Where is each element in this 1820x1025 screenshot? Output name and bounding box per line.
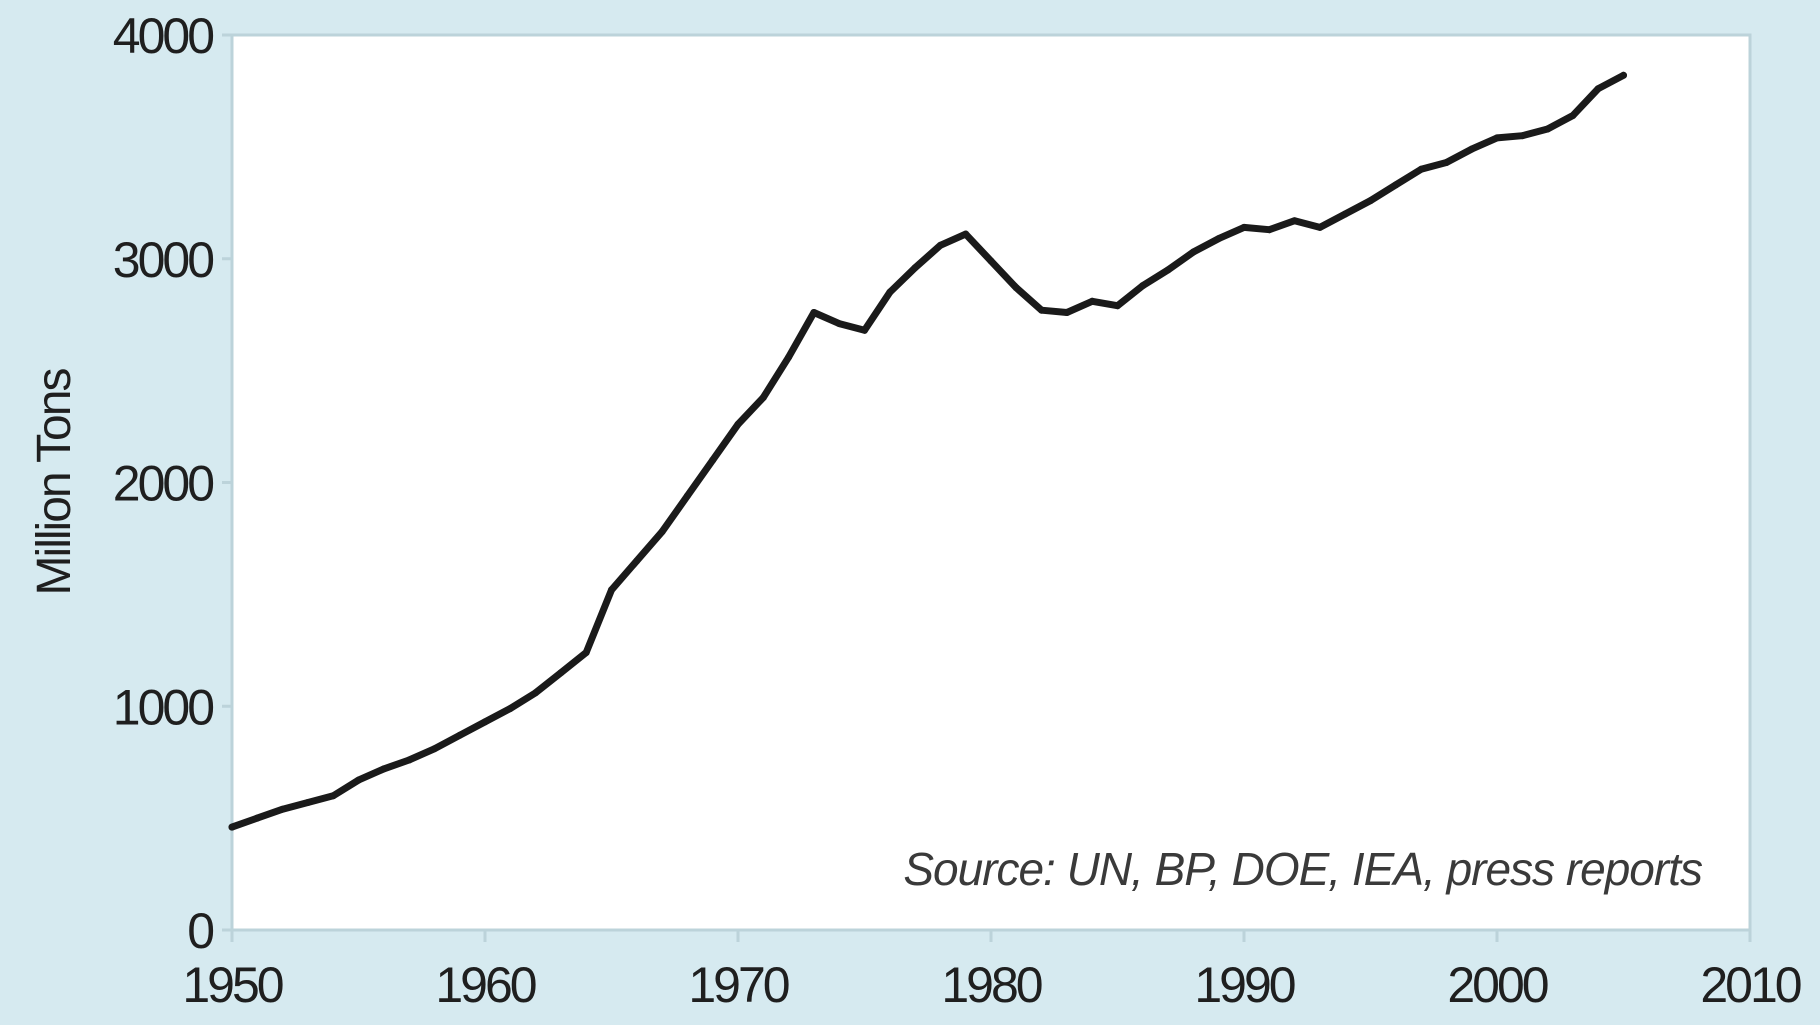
x-tick-label: 1960 — [435, 957, 535, 1013]
data-point — [532, 689, 540, 697]
data-point — [785, 353, 793, 361]
data-point — [1518, 132, 1526, 140]
data-point — [506, 705, 514, 712]
data-point — [835, 320, 843, 328]
x-tick-label: 1980 — [941, 957, 1041, 1013]
data-point — [1038, 306, 1046, 314]
data-point — [228, 823, 236, 831]
data-point — [1544, 125, 1552, 133]
data-point — [1569, 112, 1577, 119]
y-tick-label: 4000 — [113, 8, 213, 64]
y-axis-label: Million Tons — [28, 369, 81, 596]
data-point — [1265, 226, 1273, 234]
data-point — [1063, 309, 1071, 316]
data-point — [1189, 248, 1197, 256]
data-point — [1114, 302, 1121, 310]
data-point — [481, 718, 489, 726]
x-axis: 1950 1960 1970 1980 1990 2000 2010 — [182, 930, 1804, 1013]
source-note: Source: UN, BP, DOE, IEA, press reports — [903, 843, 1703, 895]
y-tick-label: 3000 — [113, 232, 213, 288]
data-point — [1367, 197, 1374, 205]
data-point — [1088, 297, 1096, 305]
plot-area — [230, 33, 1752, 932]
x-tick-label: 2000 — [1447, 957, 1547, 1013]
data-point — [430, 745, 438, 753]
data-point — [633, 557, 641, 565]
data-point — [1594, 85, 1602, 93]
data-point — [1291, 217, 1299, 225]
data-point — [329, 792, 337, 800]
data-point — [886, 288, 894, 296]
data-point — [1392, 181, 1400, 189]
data-point — [355, 776, 362, 784]
data-point — [1620, 71, 1627, 79]
data-point — [911, 264, 919, 272]
data-point — [1240, 223, 1248, 231]
data-point — [1493, 134, 1501, 142]
data-point — [380, 765, 388, 773]
y-tick-label: 2000 — [113, 456, 213, 512]
data-point — [734, 420, 742, 428]
data-point — [582, 649, 590, 656]
y-axis: 0 1000 2000 3000 4000 — [113, 8, 232, 959]
data-point — [709, 456, 717, 464]
data-point — [1164, 266, 1172, 274]
data-point — [304, 799, 312, 806]
data-point — [658, 528, 666, 536]
x-tick-label: 2010 — [1700, 957, 1800, 1013]
data-point — [1442, 159, 1450, 166]
data-point — [861, 326, 868, 334]
data-point — [279, 805, 287, 813]
data-point — [936, 241, 944, 249]
data-point — [1468, 145, 1476, 153]
data-points — [228, 71, 1627, 831]
x-tick-label: 1950 — [182, 957, 282, 1013]
data-point — [1139, 282, 1147, 290]
x-tick-label: 1990 — [1194, 957, 1294, 1013]
data-point — [1012, 284, 1020, 292]
data-point — [1215, 235, 1223, 243]
data-point — [810, 309, 818, 316]
data-point — [1417, 165, 1425, 173]
data-point — [608, 586, 615, 594]
y-tick-label: 1000 — [113, 679, 213, 735]
series-line — [228, 71, 1627, 831]
data-point — [759, 394, 767, 401]
data-point — [683, 492, 691, 500]
data-point — [557, 669, 565, 677]
data-point — [1341, 210, 1349, 218]
data-point — [1316, 223, 1324, 231]
y-tick-label: 0 — [187, 903, 213, 959]
x-tick-label: 1970 — [688, 957, 788, 1013]
data-point — [456, 731, 464, 739]
data-point — [962, 230, 970, 238]
data-point — [253, 814, 261, 822]
data-point — [405, 756, 413, 764]
data-point — [987, 257, 995, 265]
